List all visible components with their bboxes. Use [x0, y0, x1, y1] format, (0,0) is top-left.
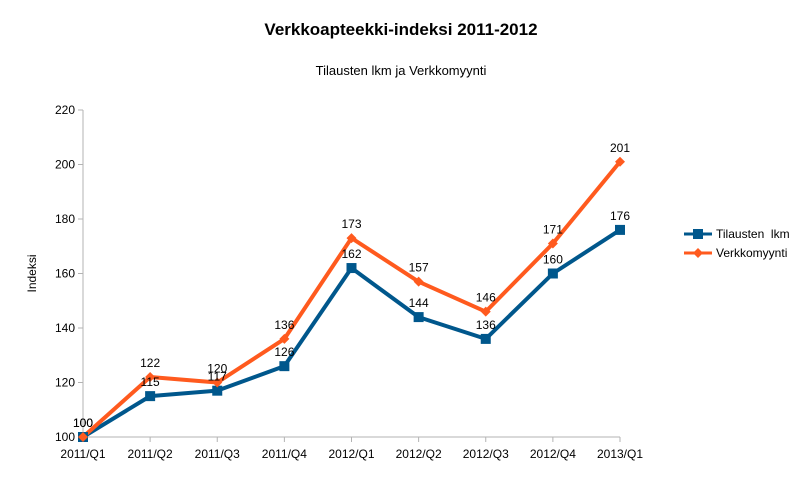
data-point-square: [413, 312, 424, 323]
y-axis-title: Indeksi: [25, 254, 39, 292]
data-point-diamond: [145, 372, 156, 383]
data-label: 117: [208, 370, 227, 384]
x-tick-label: 2012/Q3: [463, 447, 509, 461]
data-point-diamond: [547, 238, 558, 249]
legend-marker-square: [693, 229, 703, 239]
data-label: 136: [476, 318, 496, 332]
data-label: 144: [409, 296, 429, 310]
y-tick-label: 220: [55, 103, 75, 117]
x-tick-label: 2012/Q4: [530, 447, 576, 461]
y-tick-label: 160: [55, 267, 75, 281]
y-tick-label: 200: [55, 158, 75, 172]
data-label: 100: [73, 416, 93, 430]
data-point-diamond: [78, 432, 88, 442]
data-point-diamond: [480, 306, 491, 317]
data-point-square: [346, 263, 357, 274]
x-tick-label: 2011/Q4: [262, 447, 307, 461]
y-tick-label: 120: [55, 376, 75, 390]
x-tick-label: 2011/Q3: [195, 447, 240, 461]
x-tick-label: 2011/Q2: [128, 447, 173, 461]
data-point-square: [480, 333, 491, 344]
legend-marker-diamond: [693, 248, 703, 258]
data-point-square: [615, 224, 625, 235]
x-tick-label: 2011/Q1: [60, 447, 105, 461]
y-tick-label: 140: [55, 321, 75, 335]
y-tick-label: 100: [55, 430, 75, 444]
data-label: 122: [140, 356, 160, 370]
data-label: 115: [141, 375, 160, 389]
data-label: 136: [274, 318, 294, 332]
chart-subtitle: Tilausten lkm ja Verkkomyynti: [315, 63, 487, 78]
data-label: 126: [274, 345, 294, 359]
data-point-square: [547, 268, 558, 279]
chart-title: Verkkoapteekki-indeksi 2011-2012: [264, 20, 538, 39]
legend-label: Tilausten lkm: [716, 227, 790, 241]
legend: Tilausten lkm Verkkomyynti: [684, 227, 790, 260]
data-label: 120: [207, 362, 227, 376]
data-label: 160: [543, 253, 563, 267]
data-label: 100: [73, 416, 93, 430]
data-label: 201: [610, 141, 630, 155]
y-tick-label: 180: [55, 212, 75, 226]
data-point-diamond: [413, 276, 424, 287]
data-point-square: [145, 391, 156, 402]
data-label: 173: [341, 217, 361, 231]
data-label: 157: [409, 261, 429, 275]
x-tick-label: 2012/Q2: [396, 447, 442, 461]
data-label: 162: [341, 247, 361, 261]
x-tick-label: 2013/Q1: [597, 447, 643, 461]
x-tick-label: 2012/Q1: [328, 447, 374, 461]
series-layer: [78, 156, 625, 442]
data-point-diamond: [346, 233, 357, 244]
legend-label: Verkkomyynti: [716, 246, 787, 260]
data-point-diamond: [279, 333, 290, 344]
data-point-diamond: [615, 156, 625, 167]
data-label: 146: [476, 291, 496, 305]
data-label: 171: [543, 223, 563, 237]
data-point-square: [279, 361, 290, 372]
data-label: 176: [610, 209, 630, 223]
data-point-square: [212, 385, 223, 396]
chart-axes: 100 120 140 160 180 200 220 2011/Q1 2011/Q2 2011/…: [25, 103, 643, 461]
data-point-diamond: [212, 377, 223, 388]
